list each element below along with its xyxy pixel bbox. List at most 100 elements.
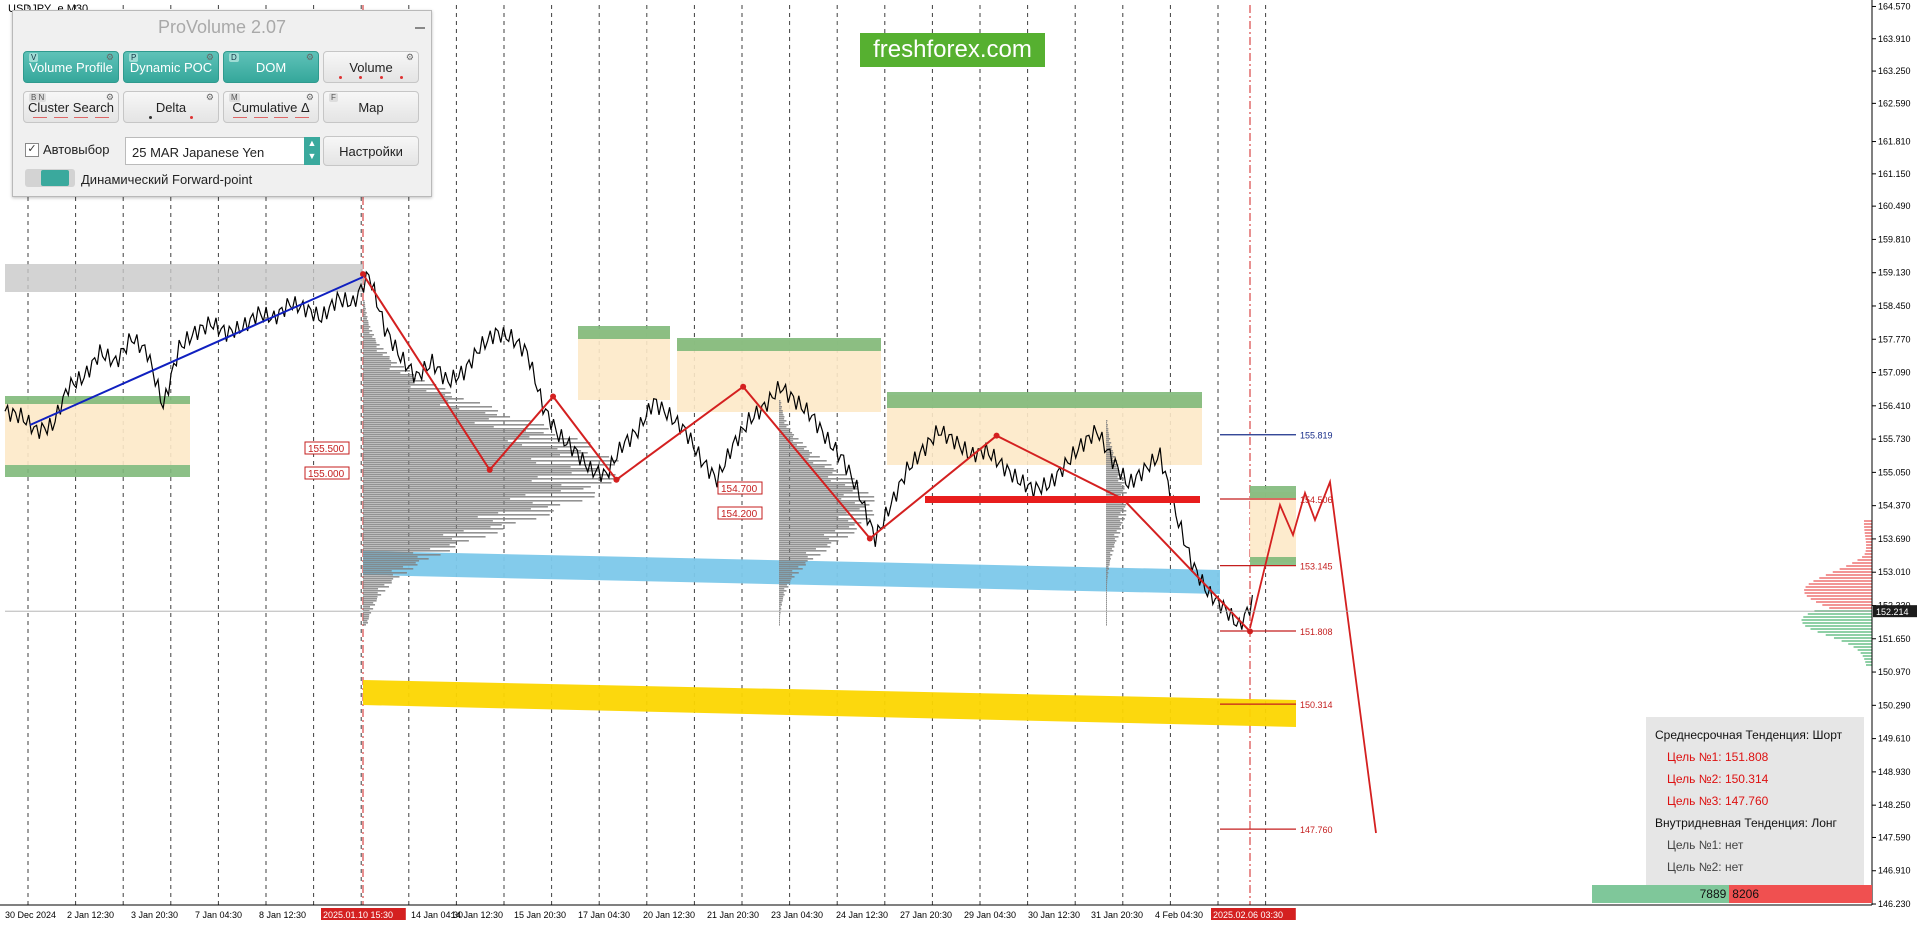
profile-bar bbox=[779, 614, 781, 616]
volume-button[interactable]: ⚙ Volume bbox=[323, 51, 419, 83]
profile-bar bbox=[363, 318, 367, 320]
profile-bar bbox=[363, 524, 502, 526]
profile-bar bbox=[363, 568, 414, 570]
forward-point-toggle[interactable] bbox=[25, 169, 75, 187]
profile-bar bbox=[363, 330, 373, 332]
autoselect-checkbox[interactable]: ✓ Автовыбор bbox=[25, 142, 110, 157]
dom-ask-bar bbox=[1813, 580, 1872, 582]
gear-icon[interactable]: ⚙ bbox=[205, 92, 214, 102]
time-tick-label: 8 Jan 12:30 bbox=[259, 910, 306, 920]
dynamic-poc-button[interactable]: P ⚙ Dynamic POC bbox=[123, 51, 219, 83]
dom-bid-bar bbox=[1805, 625, 1872, 627]
dom-ask-bar bbox=[1865, 535, 1872, 537]
profile-bar bbox=[363, 398, 464, 400]
profile-bar bbox=[1106, 466, 1117, 468]
profile-bar bbox=[363, 622, 368, 624]
mid-target-2: Цель №2: 150.314 bbox=[1667, 772, 1769, 786]
profile-bar bbox=[779, 420, 787, 422]
profile-bar bbox=[363, 304, 366, 306]
cumulative-delta-button[interactable]: M ⚙ Cumulative Δ bbox=[223, 91, 319, 123]
profile-bar bbox=[363, 590, 386, 592]
profile-bar bbox=[363, 452, 588, 454]
profile-bar bbox=[363, 346, 377, 348]
dom-bid-bar bbox=[1817, 631, 1872, 633]
dom-ask-bar bbox=[1816, 601, 1872, 603]
profile-bar bbox=[779, 450, 810, 452]
profile-bar bbox=[1106, 462, 1114, 464]
profile-bar bbox=[363, 496, 595, 498]
profile-bar bbox=[1106, 454, 1114, 456]
dom-ask-bar bbox=[1865, 538, 1872, 540]
profile-bar bbox=[363, 550, 450, 552]
buy-volume: 7889 bbox=[1592, 885, 1730, 903]
profile-bar bbox=[1106, 578, 1108, 580]
profile-bar bbox=[1106, 492, 1127, 494]
profile-bar bbox=[363, 570, 392, 572]
profile-bar bbox=[1106, 440, 1110, 442]
profile-bar bbox=[363, 516, 478, 518]
profile-bar bbox=[363, 502, 533, 504]
profile-bar bbox=[779, 512, 847, 514]
gear-icon[interactable]: ⚙ bbox=[105, 52, 114, 62]
dom-ask-bar bbox=[1805, 586, 1872, 588]
hotkey-badge: M bbox=[229, 93, 240, 102]
profile-bar bbox=[363, 562, 416, 564]
map-button[interactable]: F Map bbox=[323, 91, 419, 123]
profile-bar bbox=[363, 534, 444, 536]
price-tick-label: 159.810 bbox=[1878, 234, 1911, 244]
gear-icon[interactable]: ⚙ bbox=[105, 92, 114, 102]
price-tick-label: 158.450 bbox=[1878, 301, 1911, 311]
profile-bar bbox=[779, 596, 784, 598]
profile-bar bbox=[363, 520, 493, 522]
profile-bar bbox=[779, 444, 797, 446]
price-tag-box bbox=[717, 506, 763, 520]
profile-bar bbox=[779, 554, 821, 556]
dom-button[interactable]: D ⚙ DOM bbox=[223, 51, 319, 83]
instrument-select[interactable]: 25 MAR Japanese Yen ▲ ▼ bbox=[125, 137, 320, 165]
profile-bar bbox=[363, 366, 404, 368]
profile-bar bbox=[363, 602, 374, 604]
minimize-icon[interactable] bbox=[415, 17, 425, 29]
profile-bar bbox=[1106, 616, 1107, 618]
gear-icon[interactable]: ⚙ bbox=[305, 92, 314, 102]
profile-bar bbox=[363, 320, 369, 322]
delta-button[interactable]: ⚙ Delta bbox=[123, 91, 219, 123]
gear-icon[interactable]: ⚙ bbox=[405, 52, 414, 62]
profile-bar bbox=[363, 454, 560, 456]
gear-icon[interactable]: ⚙ bbox=[305, 52, 314, 62]
indicator-dots bbox=[230, 116, 312, 119]
profile-bar bbox=[1106, 622, 1107, 624]
profile-bar bbox=[363, 554, 441, 556]
spinner-icon[interactable]: ▲ ▼ bbox=[304, 137, 320, 165]
profile-bar bbox=[363, 300, 365, 302]
zigzag-point bbox=[550, 393, 557, 400]
profile-bar bbox=[779, 452, 812, 454]
profile-bar bbox=[363, 578, 394, 580]
price-tick-label: 156.410 bbox=[1878, 401, 1911, 411]
panel-title: ProVolume 2.07 bbox=[157, 17, 287, 37]
price-tick-label: 149.610 bbox=[1878, 734, 1911, 744]
button-label: Delta bbox=[155, 99, 187, 115]
brand-logo: freshforex.com bbox=[860, 33, 1045, 67]
profile-bar bbox=[1106, 580, 1108, 582]
profile-bar bbox=[779, 578, 792, 580]
profile-bar bbox=[779, 416, 785, 418]
settings-button[interactable]: Настройки bbox=[323, 136, 419, 166]
profile-bar bbox=[779, 480, 831, 482]
profile-bar bbox=[363, 566, 404, 568]
dom-ask-bar bbox=[1866, 547, 1872, 549]
profile-bar bbox=[1106, 430, 1109, 432]
profile-bar bbox=[1106, 620, 1107, 622]
profile-bar bbox=[779, 584, 788, 586]
profile-bar bbox=[779, 432, 793, 434]
cluster-search-button[interactable]: B N ⚙ Cluster Search bbox=[23, 91, 119, 123]
gear-icon[interactable]: ⚙ bbox=[205, 52, 214, 62]
checkbox-icon[interactable]: ✓ bbox=[25, 142, 39, 157]
profile-bar bbox=[363, 620, 368, 622]
volume-profile-button[interactable]: V ⚙ Volume Profile bbox=[23, 51, 119, 83]
profile-bar bbox=[779, 454, 810, 456]
profile-bar bbox=[363, 558, 429, 560]
profile-bar bbox=[779, 448, 805, 450]
profile-bar bbox=[779, 552, 807, 554]
price-tick-label: 161.150 bbox=[1878, 169, 1911, 179]
